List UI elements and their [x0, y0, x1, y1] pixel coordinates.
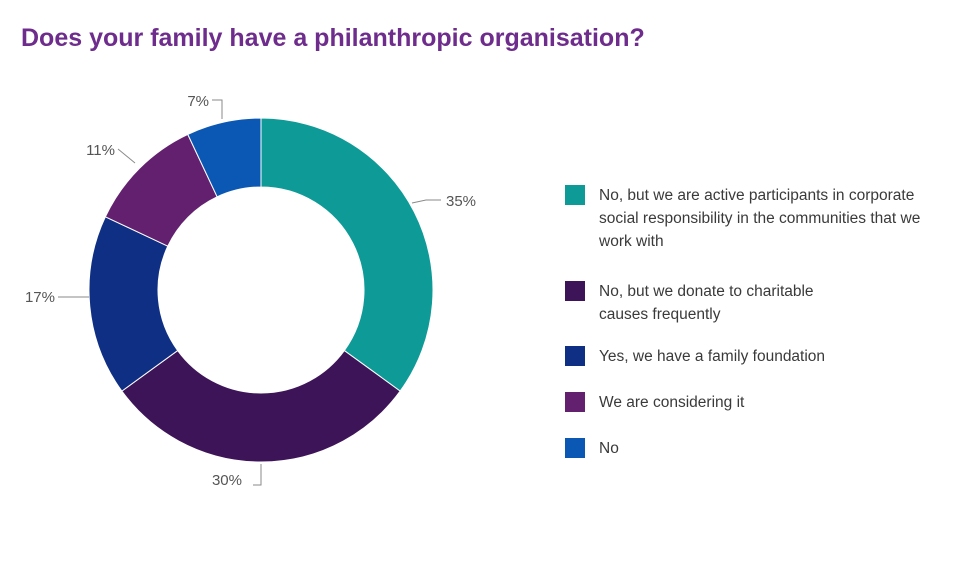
legend-item: Yes, we have a family foundation [565, 345, 954, 368]
legend-label: Yes, we have a family foundation [599, 348, 826, 365]
data-label: 30% [212, 472, 242, 489]
callout-line [253, 464, 262, 486]
legend-swatch [565, 392, 585, 412]
data-label: 7% [187, 93, 209, 110]
donut-slice [187, 117, 262, 198]
legend-item: We are considering it [565, 391, 954, 414]
data-label: 17% [25, 289, 55, 306]
callout-line [117, 148, 136, 164]
legend-item: No, but we are active participants in co… [565, 184, 944, 253]
legend-label: We are considering it [599, 394, 745, 411]
data-label: 11% [86, 142, 115, 159]
legend-item: No [565, 437, 954, 460]
donut-slice [121, 349, 401, 463]
legend-swatch [565, 185, 585, 205]
chart-title: Does your family have a philanthropic or… [21, 24, 645, 52]
legend-label: No, but we are active participants in co… [599, 187, 921, 250]
callout-line [411, 199, 441, 204]
callout-line [212, 99, 223, 119]
legend-swatch [565, 438, 585, 458]
legend-item: No, but we donate to charitable causes f… [565, 280, 844, 326]
legend-swatch [565, 281, 585, 301]
legend-swatch [565, 346, 585, 366]
legend-label: No [599, 440, 619, 457]
donut-slice [260, 117, 434, 392]
legend-label: No, but we donate to charitable causes f… [599, 283, 814, 323]
data-label: 35% [446, 193, 476, 210]
